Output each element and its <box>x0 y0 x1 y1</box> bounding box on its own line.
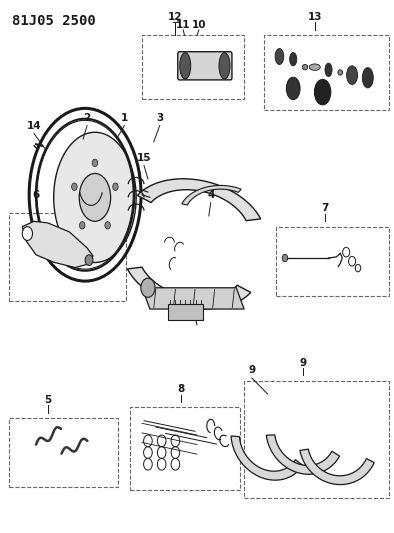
Text: 15: 15 <box>137 153 151 163</box>
Bar <box>264 35 389 110</box>
Bar <box>142 35 244 99</box>
Ellipse shape <box>79 173 111 221</box>
Polygon shape <box>231 436 303 480</box>
Circle shape <box>72 183 77 190</box>
Text: 1: 1 <box>121 113 128 123</box>
Ellipse shape <box>302 64 308 70</box>
Text: 16: 16 <box>190 312 204 322</box>
Text: 4: 4 <box>207 190 214 200</box>
Text: 2: 2 <box>84 113 91 123</box>
Text: 12: 12 <box>168 12 183 22</box>
Ellipse shape <box>180 53 191 79</box>
Bar <box>167 304 203 320</box>
Text: 14: 14 <box>27 121 41 131</box>
Ellipse shape <box>314 79 331 105</box>
Circle shape <box>92 159 98 166</box>
Bar <box>9 418 119 487</box>
Ellipse shape <box>309 64 320 70</box>
Text: 9: 9 <box>299 358 307 368</box>
Circle shape <box>141 278 155 297</box>
Text: 13: 13 <box>308 12 322 22</box>
Bar <box>275 227 389 296</box>
FancyBboxPatch shape <box>178 52 232 80</box>
Bar <box>9 213 126 301</box>
Text: 7: 7 <box>321 203 328 213</box>
Text: 5: 5 <box>44 395 52 405</box>
Circle shape <box>105 222 110 229</box>
Polygon shape <box>138 179 261 221</box>
Polygon shape <box>300 449 374 484</box>
Text: 81J05 2500: 81J05 2500 <box>13 14 96 28</box>
Circle shape <box>85 255 93 265</box>
Circle shape <box>22 227 32 240</box>
Text: 3: 3 <box>156 113 164 123</box>
Ellipse shape <box>275 49 284 64</box>
Polygon shape <box>22 221 93 268</box>
Text: 9: 9 <box>248 366 256 375</box>
Ellipse shape <box>219 53 230 79</box>
Text: 11: 11 <box>176 20 191 30</box>
Bar <box>130 407 240 490</box>
Polygon shape <box>127 267 251 309</box>
Ellipse shape <box>325 63 332 76</box>
Circle shape <box>282 254 288 262</box>
Ellipse shape <box>54 132 136 263</box>
Text: 10: 10 <box>192 20 206 30</box>
Circle shape <box>113 183 118 190</box>
Polygon shape <box>266 435 340 474</box>
Ellipse shape <box>347 66 358 84</box>
Bar <box>244 381 389 498</box>
Polygon shape <box>142 288 244 309</box>
Polygon shape <box>182 185 241 205</box>
Ellipse shape <box>362 68 373 88</box>
Ellipse shape <box>290 53 297 66</box>
Circle shape <box>80 222 85 229</box>
Text: 8: 8 <box>178 384 185 394</box>
Ellipse shape <box>338 70 343 75</box>
Ellipse shape <box>286 77 300 100</box>
Text: 6: 6 <box>32 190 40 200</box>
